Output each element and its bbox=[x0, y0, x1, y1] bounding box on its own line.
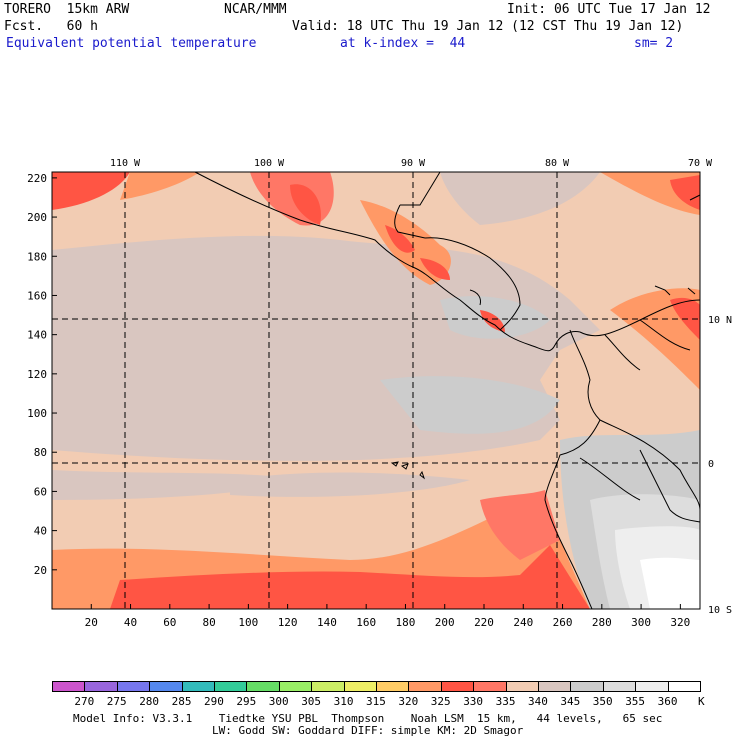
organization: NCAR/MMM bbox=[224, 2, 287, 17]
colorbar-swatch bbox=[505, 681, 539, 692]
x-tick-label: 280 bbox=[592, 616, 612, 629]
physics-info: LW: Godd SW: Goddard DIFF: simple KM: 2D… bbox=[212, 724, 524, 737]
colorbar-swatch bbox=[408, 681, 442, 692]
colorbar-level-label: 270 bbox=[74, 695, 95, 708]
colorbar-swatch bbox=[116, 681, 151, 692]
colorbar-level-label: 285 bbox=[171, 695, 192, 708]
colorbar-swatch bbox=[376, 681, 410, 692]
k-index: at k-index = 44 bbox=[340, 36, 466, 51]
colorbar-swatch bbox=[667, 681, 701, 692]
colorbar-level-label: 330 bbox=[463, 695, 484, 708]
colorbar-swatch bbox=[343, 681, 377, 692]
x-tick-label: 80 bbox=[202, 616, 215, 629]
x-tick-label: 180 bbox=[396, 616, 416, 629]
smoothing: sm= 2 bbox=[634, 36, 674, 51]
y-tick-label: 80 bbox=[34, 446, 47, 459]
colorbar-swatch bbox=[311, 681, 345, 692]
colorbar-level-label: 295 bbox=[236, 695, 257, 708]
colorbar-level-label: 315 bbox=[366, 695, 386, 708]
colorbar-swatch bbox=[278, 681, 313, 692]
colorbar-level-label: 325 bbox=[430, 695, 451, 708]
colorbar-swatch bbox=[538, 681, 572, 692]
colorbar-swatch bbox=[473, 681, 507, 692]
colorbar-level-label: 305 bbox=[301, 695, 322, 708]
colorbar-swatch bbox=[635, 681, 669, 692]
theta-e-field bbox=[52, 172, 700, 609]
y-tick-label: 100 bbox=[27, 407, 47, 420]
y-tick-label: 220 bbox=[27, 172, 47, 185]
colorbar-swatch bbox=[246, 681, 280, 692]
colorbar-level-label: 300 bbox=[268, 695, 289, 708]
colorbar-level-label: 340 bbox=[528, 695, 548, 708]
colorbar-swatch bbox=[440, 681, 475, 692]
x-tick-label: 320 bbox=[670, 616, 690, 629]
colorbar-unit: K bbox=[698, 695, 705, 708]
x-tick-label: 300 bbox=[631, 616, 651, 629]
colorbar-level-label: 345 bbox=[560, 695, 581, 708]
latitude-label: 0 bbox=[708, 459, 714, 470]
map-frame bbox=[51, 171, 701, 610]
model-info: Model Info: V3.3.1 Tiedtke YSU PBL Thomp… bbox=[73, 712, 663, 725]
colorbar-level-label: 290 bbox=[204, 695, 224, 708]
field-name: Equivalent potential temperature bbox=[6, 36, 257, 51]
y-tick-label: 60 bbox=[34, 485, 47, 498]
y-tick-label: 200 bbox=[27, 211, 47, 224]
colorbar-level-label: 335 bbox=[495, 695, 516, 708]
colorbar-level-label: 310 bbox=[333, 695, 354, 708]
longitude-label: 100 W bbox=[254, 158, 285, 169]
coastlines bbox=[194, 171, 701, 610]
colorbar-swatch bbox=[602, 681, 637, 692]
y-tick-label: 180 bbox=[27, 250, 47, 263]
y-tick-label: 20 bbox=[34, 564, 47, 577]
x-tick-label: 60 bbox=[163, 616, 176, 629]
model-name: TORERO 15km ARW bbox=[4, 2, 130, 17]
colorbar-swatch bbox=[149, 681, 183, 692]
colorbar-swatch bbox=[570, 681, 604, 692]
colorbar-swatch bbox=[214, 681, 248, 692]
x-tick-label: 260 bbox=[553, 616, 573, 629]
colorbar-swatch bbox=[181, 681, 215, 692]
latitude-label: 10 N bbox=[708, 315, 732, 326]
longitude-label: 70 W bbox=[688, 158, 713, 169]
y-tick-label: 120 bbox=[27, 368, 47, 381]
x-tick-label: 240 bbox=[513, 616, 533, 629]
x-tick-label: 140 bbox=[317, 616, 337, 629]
y-tick-label: 160 bbox=[27, 289, 47, 302]
longitude-label: 90 W bbox=[401, 158, 426, 169]
x-tick-label: 40 bbox=[124, 616, 137, 629]
latitude-label: 10 S bbox=[708, 605, 732, 616]
longitude-label: 80 W bbox=[545, 158, 570, 169]
x-tick-label: 220 bbox=[474, 616, 494, 629]
colorbar-level-label: 275 bbox=[106, 695, 127, 708]
init-time: Init: 06 UTC Tue 17 Jan 12 bbox=[507, 2, 711, 17]
forecast-hour: Fcst. 60 h bbox=[4, 19, 98, 34]
y-tick-label: 140 bbox=[27, 329, 47, 342]
graticule bbox=[52, 172, 700, 609]
colorbar-level-label: 320 bbox=[398, 695, 419, 708]
colorbar-level-label: 280 bbox=[139, 695, 160, 708]
colorbar-level-label: 360 bbox=[657, 695, 678, 708]
x-tick-label: 20 bbox=[85, 616, 98, 629]
x-tick-label: 120 bbox=[278, 616, 298, 629]
longitude-label: 110 W bbox=[110, 158, 141, 169]
x-tick-label: 160 bbox=[356, 616, 376, 629]
x-tick-label: 100 bbox=[238, 616, 258, 629]
y-tick-label: 40 bbox=[34, 525, 47, 538]
colorbar-swatch bbox=[52, 681, 86, 692]
x-tick-label: 200 bbox=[435, 616, 455, 629]
colorbar-level-label: 350 bbox=[592, 695, 613, 708]
colorbar-level-label: 355 bbox=[625, 695, 646, 708]
valid-time: Valid: 18 UTC Thu 19 Jan 12 (12 CST Thu … bbox=[292, 19, 684, 34]
colorbar-swatch bbox=[84, 681, 118, 692]
